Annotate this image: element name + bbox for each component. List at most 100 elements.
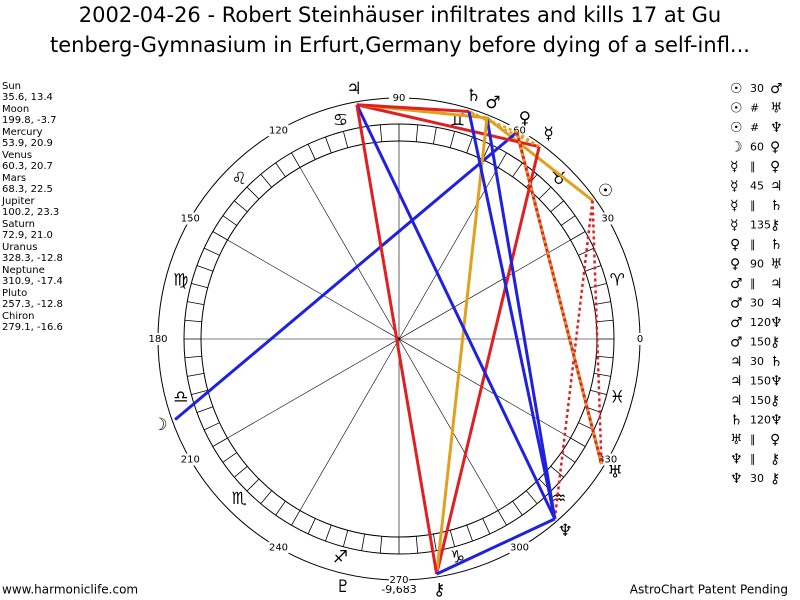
planet-position: 53.9, 20.9 [2,138,53,149]
ring-tick [570,437,586,447]
aspect-line [467,111,557,520]
ring-tick [222,452,238,463]
ring-tick [466,524,473,542]
degree-label: 180 [148,334,167,345]
aspect-glyph: ♆ [770,120,783,136]
aspect-glyph: ♆ [730,452,743,468]
ring-tick [212,437,228,447]
aspect-glyph: ♆ [770,413,783,429]
aspect-glyph: ♅ [770,257,783,273]
ring-tick [196,406,214,413]
aspect-glyph: ♃ [770,296,783,312]
ring-tick [415,124,419,142]
zodiac-sign: ♋ [333,111,348,131]
ring-tick [212,231,228,241]
aspect-glyph: ♃ [770,276,783,292]
aspect-glyph: ☿ [730,218,739,234]
aspect-glyph: ♄ [770,198,783,214]
planet-glyph: ♀ [519,108,531,128]
aspect-glyph: ♀ [730,237,740,253]
aspect-kind: # [750,121,759,134]
zodiac-sign: ♍ [173,271,188,291]
ring-tick [570,231,586,241]
ring-tick [578,247,595,256]
ring-tick [415,536,419,554]
ring-tick [550,465,564,478]
footer-right: AstroChart Patent Pending [630,583,788,597]
aspect-glyph: ♃ [730,374,743,390]
label-bg [509,541,530,554]
aspect-glyph: ♅ [730,432,743,448]
ring-tick [512,162,523,178]
ring-tick [342,530,349,547]
degree-label: 0 [637,334,643,345]
degree-label: 330 [598,455,617,466]
planet-position: 100.2, 23.3 [2,207,59,218]
aspect-line [591,200,603,465]
planet-glyph: ☿ [543,124,553,144]
zodiac-sign: ♌ [232,169,247,189]
planet-position: 68.3, 22.5 [2,184,53,195]
ring-tick [260,174,273,188]
ring-tick [234,465,248,478]
zodiac-sign: ♏ [232,489,247,509]
zodiac-sign: ♒ [551,489,566,509]
aspect-glyph: ♄ [730,413,743,429]
degree-label: 270 [389,575,408,586]
ring-tick [246,478,260,492]
aspect-glyph: ⚷ [770,335,780,351]
ring-tick [187,372,205,377]
planet-glyph: ♇ [336,577,351,597]
ring-tick [550,200,564,213]
planet-glyph: ☽ [152,415,167,435]
aspect-glyph: ☉ [730,101,743,117]
label-bg [630,333,650,345]
ring-tick [203,247,220,256]
ring-tick [361,533,366,551]
aspect-glyph: ⚷ [770,452,780,468]
planet-name: Pluto [2,288,27,299]
aspect-glyph: ☉ [730,120,743,136]
aspect-line [516,131,540,148]
label-bg [389,92,409,104]
aspect-line [468,110,540,148]
degree-label: 300 [510,543,529,554]
aspect-glyph: ☿ [730,198,739,214]
planet-name: Sun [2,81,21,92]
aspect-line [174,131,518,421]
aspect-glyph: ♂ [730,276,743,292]
label-bg [268,541,289,554]
planet-glyph: ♄ [466,86,481,106]
ring-tick [560,452,576,463]
aspect-kind: 30 [750,472,764,485]
aspect-line [355,104,557,520]
label-bg [180,212,201,225]
aspect-glyph: ⚷ [770,218,780,234]
title-line: tenberg-Gymnasium in Erfurt,Germany befo… [50,33,750,57]
aspect-line [468,110,518,134]
aspect-line [515,131,603,465]
aspect-kind: 150 [750,336,771,349]
planet-position: 310.9, -17.4 [2,276,63,287]
degree-label: 210 [181,455,200,466]
aspect-glyph: ☿ [730,179,739,195]
ring-tick [584,265,602,272]
ring-tick [325,136,332,154]
ring-tick [246,186,260,200]
aspect-glyph: ♆ [770,315,783,331]
title-line: 2002-04-26 - Robert Steinhäuser infiltra… [79,3,721,27]
degree-label: 150 [181,214,200,225]
aspect-line [436,517,556,576]
planet-name: Moon [2,104,29,115]
ring-tick [307,143,316,160]
aspect-kind: 120 [750,316,771,329]
aspect-glyph: ♃ [770,179,783,195]
degree-label: 120 [269,125,288,136]
aspect-line [435,146,541,575]
aspect-line [486,116,594,202]
planet-position: 328.3, -12.8 [2,253,63,264]
aspect-line [355,104,439,575]
aspect-kind: 45 [750,180,764,193]
aspect-glyph: ♀ [730,257,740,273]
